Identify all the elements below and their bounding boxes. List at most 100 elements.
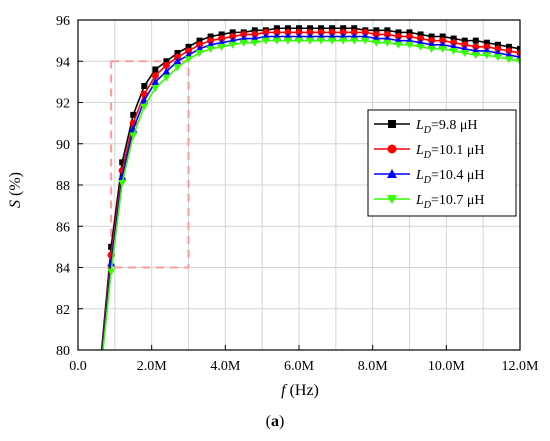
y-tick-label: 86 — [56, 220, 70, 235]
data-point — [107, 259, 116, 267]
data-point — [218, 35, 226, 43]
data-point — [251, 30, 259, 38]
data-point — [174, 50, 181, 56]
data-point — [427, 45, 436, 53]
grid — [78, 20, 520, 350]
y-tick-label: 84 — [56, 262, 70, 277]
data-point — [417, 31, 424, 38]
data-point — [516, 58, 520, 66]
data-point — [140, 103, 149, 111]
data-point — [273, 28, 281, 36]
data-point — [152, 66, 159, 73]
data-point — [207, 37, 215, 45]
data-point — [394, 41, 403, 49]
series-2 — [101, 28, 520, 350]
legend-label: LD=10.4 μH — [415, 168, 485, 186]
data-point — [482, 52, 491, 60]
data-point — [129, 132, 138, 140]
data-point — [394, 33, 402, 40]
data-point — [517, 45, 520, 52]
data-point — [505, 43, 512, 50]
data-point — [229, 33, 237, 40]
data-point — [383, 39, 392, 47]
data-point — [416, 43, 425, 51]
data-point — [272, 37, 281, 45]
data-point — [295, 37, 303, 45]
y-axis-unit: (%) — [7, 172, 24, 200]
data-point — [151, 77, 160, 85]
data-point — [373, 27, 380, 34]
data-point — [162, 61, 170, 69]
data-point — [340, 25, 347, 32]
data-point — [118, 172, 127, 180]
data-point — [195, 50, 204, 57]
data-point — [483, 39, 490, 46]
data-point — [428, 33, 435, 40]
data-point — [472, 43, 480, 51]
legend-label: LD=10.7 μH — [415, 193, 485, 211]
data-point — [218, 31, 225, 38]
x-tick-label: 12.0M — [502, 359, 540, 374]
data-point — [361, 37, 370, 45]
data-point — [306, 37, 315, 45]
data-point — [283, 37, 292, 45]
data-point — [317, 28, 325, 36]
legend-label: LD=9.8 μH — [415, 118, 478, 136]
data-point — [328, 37, 337, 45]
data-point — [196, 41, 204, 49]
x-tick-label: 0.0 — [69, 359, 87, 374]
data-point — [472, 37, 479, 44]
x-tick-label: 4.0M — [210, 359, 241, 374]
data-point — [228, 41, 237, 49]
x-tick-label: 10.0M — [428, 359, 466, 374]
data-point — [439, 33, 446, 40]
data-point — [494, 45, 502, 53]
caption-open: ( — [266, 413, 271, 430]
data-point — [406, 33, 413, 40]
data-point — [461, 37, 468, 44]
data-point — [173, 64, 182, 72]
y-tick-label: 82 — [56, 303, 70, 318]
data-point — [217, 43, 226, 51]
data-point — [384, 27, 391, 34]
data-point — [417, 35, 425, 43]
data-point — [405, 41, 414, 49]
y-tick-label: 92 — [56, 97, 70, 112]
data-point — [350, 37, 359, 45]
data-point — [173, 57, 182, 65]
data-point — [328, 28, 336, 36]
figure-caption: (a) — [266, 413, 285, 430]
y-tick-label: 94 — [56, 55, 70, 70]
data-point — [162, 74, 171, 82]
caption-letter: a — [271, 413, 279, 430]
zoom-region-box — [110, 60, 190, 269]
data-point — [296, 25, 302, 32]
data-point — [439, 37, 447, 45]
data-point — [449, 47, 458, 55]
data-point — [505, 47, 513, 55]
x-tick-label: 6.0M — [284, 359, 315, 374]
x-axis-title: f (Hz) — [281, 382, 319, 399]
y-tick-label: 96 — [56, 14, 70, 29]
ticks: 0.0 2.0M 4.0M 6.0M 8.0M 10.0M 12.0M 80 82 84 86 88 9… — [56, 14, 539, 374]
data-point — [329, 25, 336, 32]
data-point — [185, 43, 192, 50]
data-point — [163, 58, 170, 65]
data-point — [107, 268, 116, 276]
data-point — [118, 179, 127, 187]
data-point — [229, 29, 236, 36]
data-point — [483, 43, 491, 51]
legend-marker — [387, 144, 397, 154]
data-point — [471, 52, 480, 60]
data-point — [295, 28, 303, 36]
data-point — [372, 39, 381, 47]
data-point — [494, 41, 501, 48]
data-point — [493, 54, 502, 62]
data-point — [350, 28, 358, 36]
y-tick-label: 88 — [56, 179, 70, 194]
data-point — [383, 30, 391, 38]
data-point — [261, 37, 270, 45]
data-point — [273, 25, 280, 32]
y-axis-title: S (%) — [7, 172, 24, 208]
data-point — [240, 30, 248, 38]
